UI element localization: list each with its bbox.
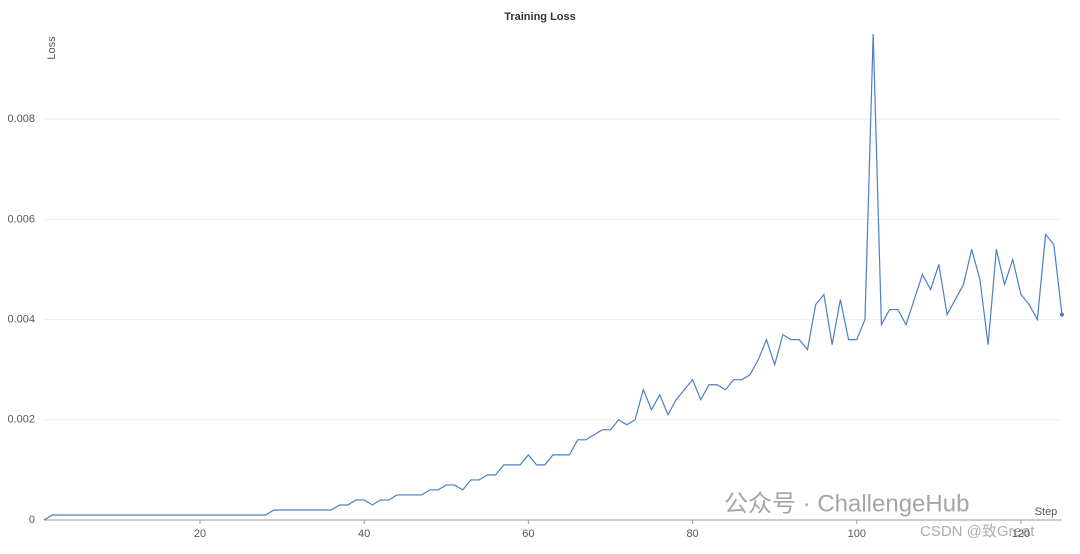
y-tick-label: 0.006 [7,213,35,225]
x-tick-label: 20 [194,528,206,540]
x-tick-label: 120 [1012,528,1030,540]
y-tick-label: 0.002 [7,414,35,426]
y-axis-label: Loss [46,36,58,60]
watermark: 公众号 · ChallengeHub [724,490,969,517]
x-axis-label: Step [1035,506,1058,518]
y-tick-label: 0.004 [7,313,35,325]
x-tick-label: 60 [522,528,534,540]
chart-title: Training Loss [504,11,576,23]
x-tick-label: 40 [358,528,370,540]
y-tick-label: 0.008 [7,113,35,125]
x-tick-label: 80 [686,528,698,540]
x-tick-label: 100 [848,528,866,540]
data-line [43,33,1063,521]
y-tick-label: 0 [29,514,35,526]
watermark: CSDN @致Great [920,523,1035,540]
end-point [1060,312,1064,317]
